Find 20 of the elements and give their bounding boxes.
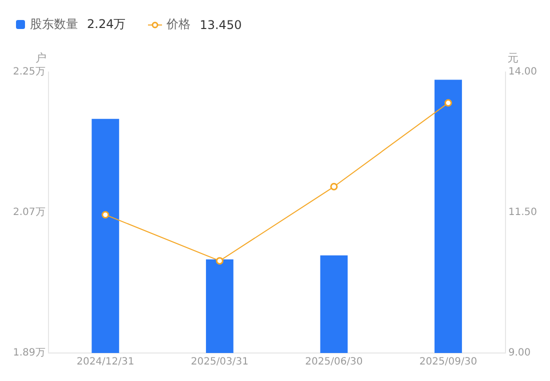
y-axis-title: 户: [35, 51, 46, 64]
y-tick-label: 2.25万: [13, 66, 46, 78]
x-tick-label: 2025/09/30: [419, 356, 478, 368]
point: [102, 211, 110, 218]
x-tick-label: 2025/06/30: [305, 356, 363, 368]
x-tick-label: 2024/12/31: [76, 356, 134, 368]
x-tick-label: 2025/03/31: [190, 356, 248, 368]
y2-tick-label: 9.00: [508, 348, 531, 359]
point: [216, 257, 224, 265]
text: 13.450: [200, 18, 242, 32]
y-tick-label: 2.07万: [13, 207, 46, 218]
text: 2.24万: [87, 16, 126, 33]
legend-label: 价格: [166, 16, 191, 33]
point: [330, 182, 338, 190]
y-tick-label: 1.89万: [13, 348, 46, 359]
legend-label: 股东数量: [30, 16, 78, 33]
point: [444, 99, 452, 107]
y2-tick-label: 11.50: [508, 207, 538, 218]
y2-axis-title: 元: [507, 51, 518, 64]
y2-tick-label: 14.00: [508, 66, 538, 78]
